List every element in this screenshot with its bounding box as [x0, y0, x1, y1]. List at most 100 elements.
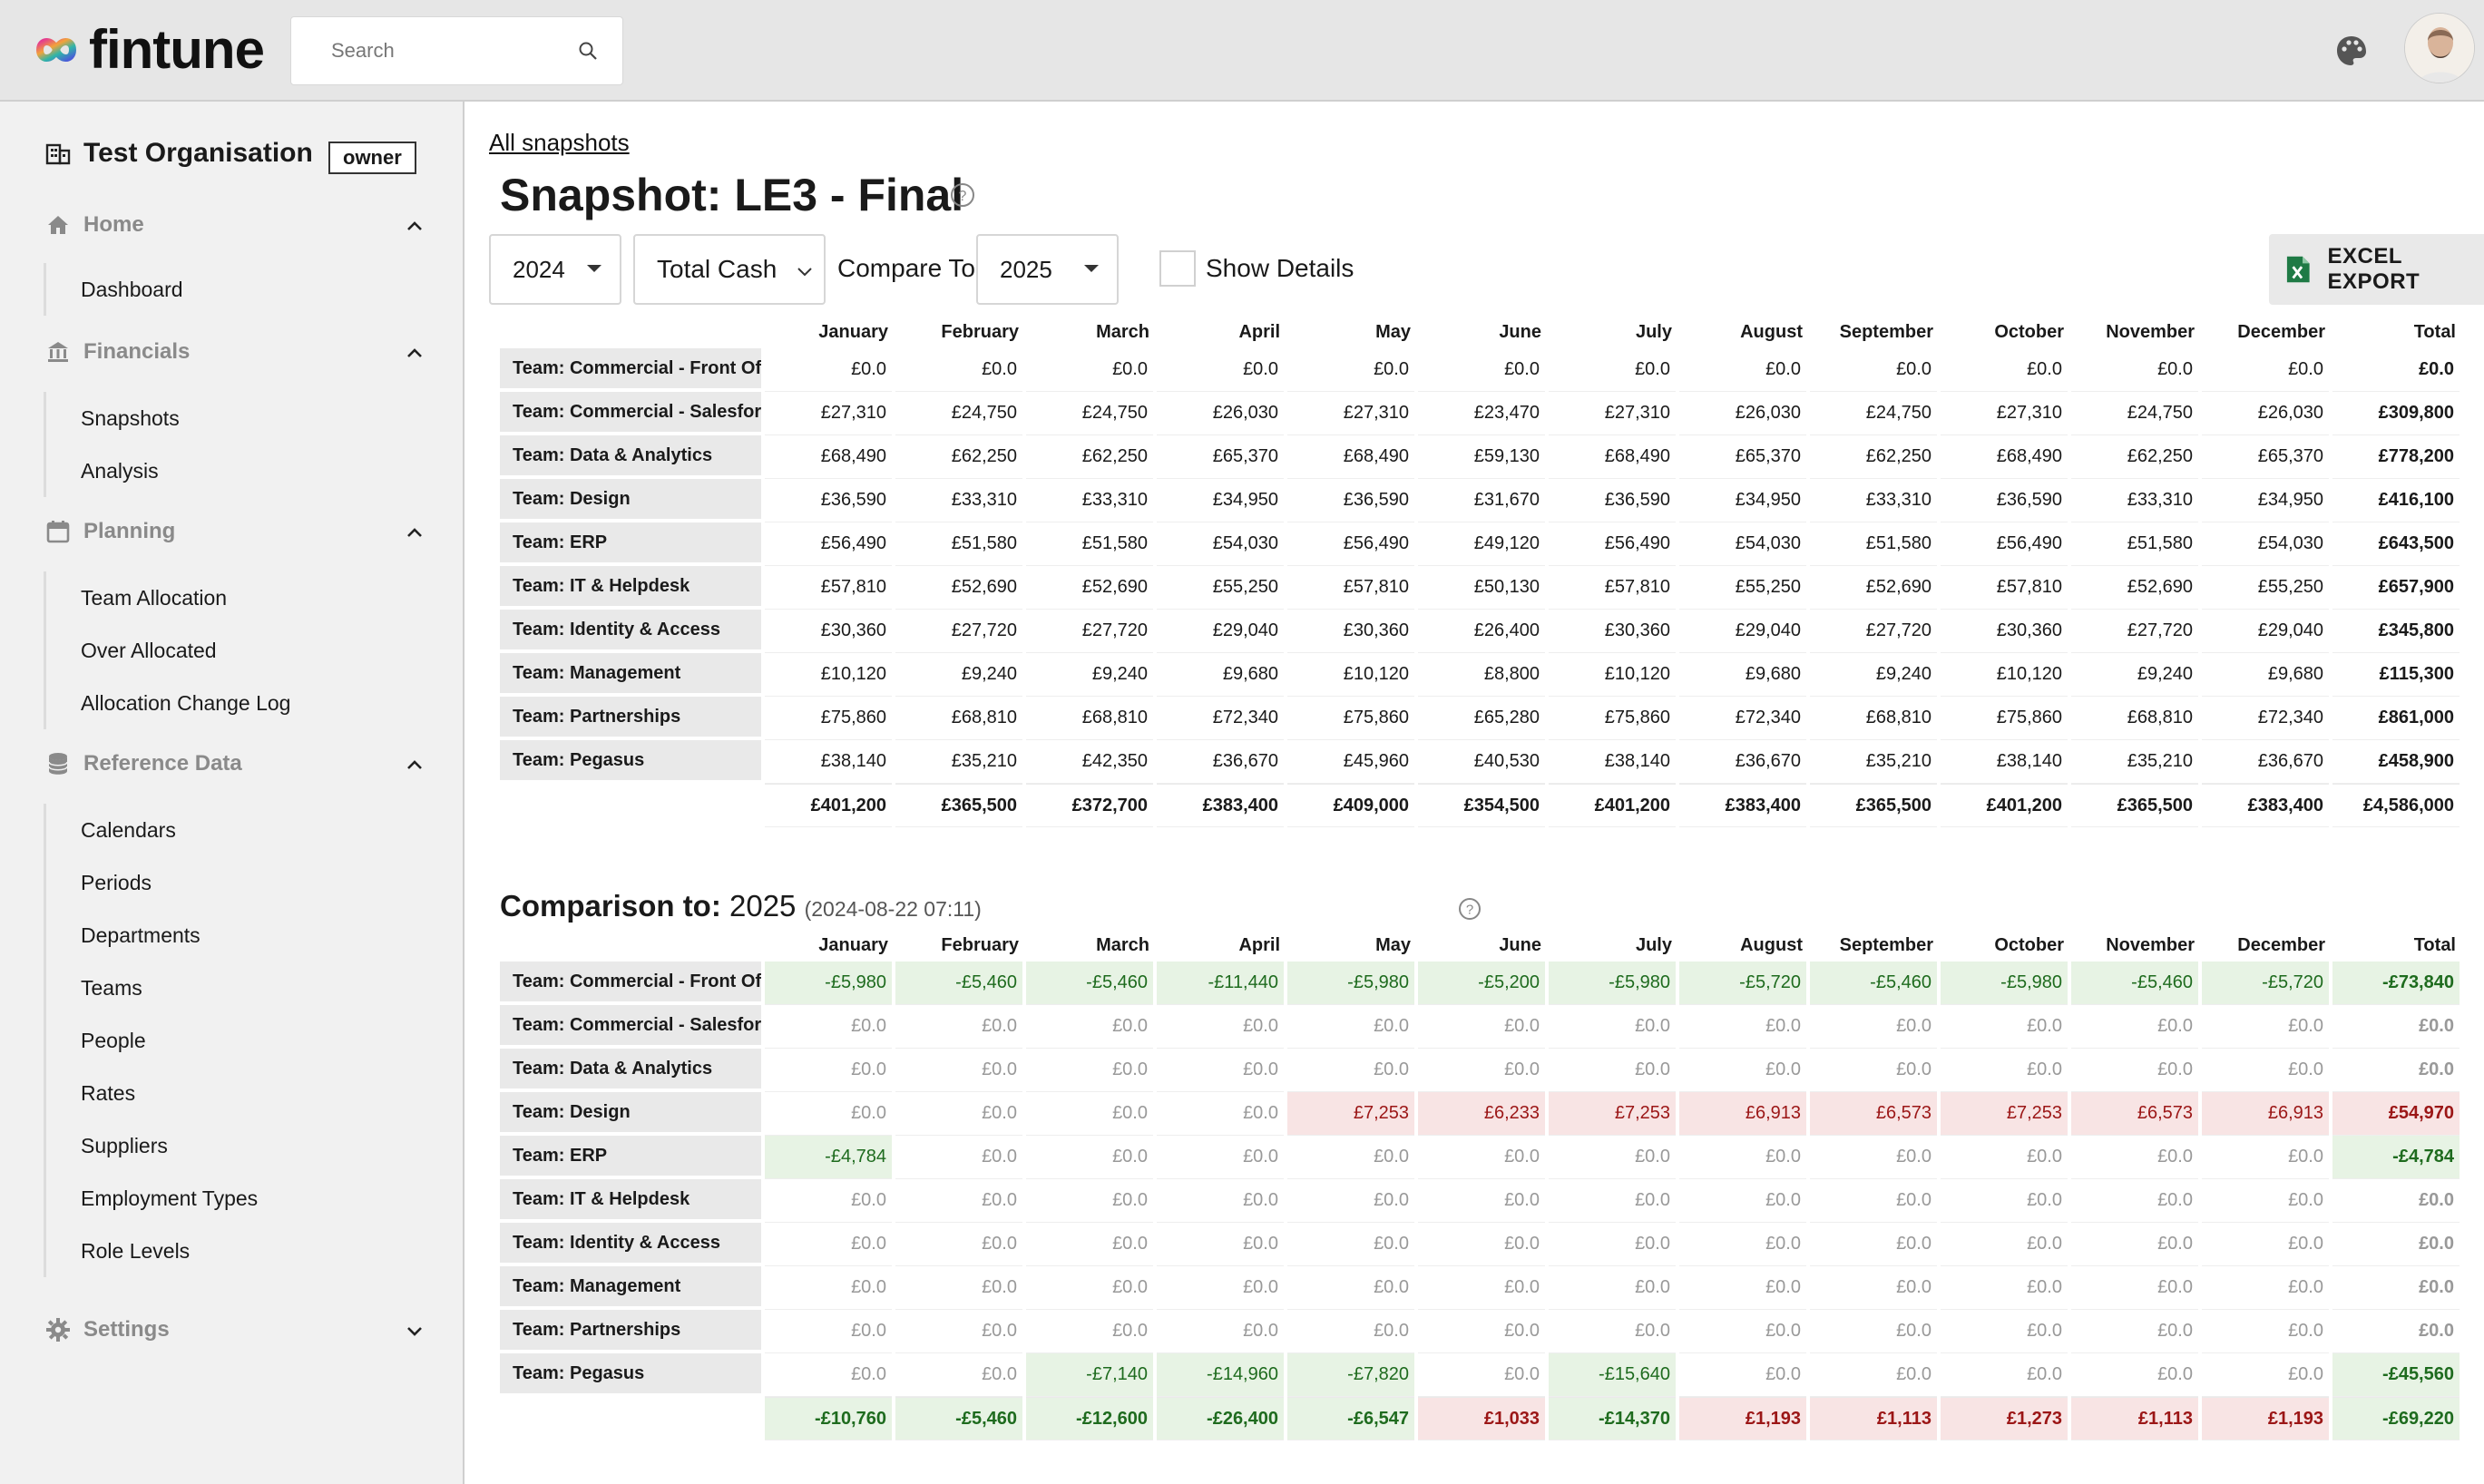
search-input[interactable] [291, 17, 563, 84]
sidebar-item-snapshots[interactable]: Snapshots [81, 406, 180, 430]
sidebar-item-departments[interactable]: Departments [81, 923, 200, 947]
value-cell: £34,950 [2202, 479, 2329, 522]
team-name-cell[interactable]: Team: Data & Analytics [500, 435, 761, 479]
chevron-up-icon[interactable] [403, 341, 426, 365]
team-name-cell[interactable]: Team: ERP [500, 522, 761, 566]
value-cell: £0.0 [1810, 1136, 1937, 1179]
chevron-down-icon[interactable] [403, 1319, 426, 1342]
team-name-cell[interactable]: Team: IT & Helpdesk [500, 566, 761, 610]
team-name-cell[interactable]: Team: Design [500, 479, 761, 522]
team-name-cell[interactable]: Team: Identity & Access [500, 1223, 761, 1266]
value-cell: -£5,980 [1941, 962, 2068, 1005]
show-details-checkbox[interactable] [1159, 250, 1196, 287]
search-icon[interactable] [577, 40, 599, 62]
value-cell: £7,253 [1941, 1092, 2068, 1136]
team-name-cell[interactable]: Team: Partnerships [500, 1310, 761, 1353]
value-cell: £10,120 [1941, 653, 2068, 697]
team-name-cell[interactable]: Team: Design [500, 1092, 761, 1136]
value-cell: £0.0 [2202, 1136, 2329, 1179]
value-cell: £57,810 [1549, 566, 1676, 610]
value-cell: £27,310 [1287, 392, 1414, 435]
show-details-label[interactable]: Show Details [1206, 254, 1354, 282]
chevron-up-icon[interactable] [403, 214, 426, 238]
team-name-cell[interactable]: Team: Partnerships [500, 697, 761, 740]
value-cell: -£11,440 [1157, 962, 1284, 1005]
chevron-up-icon[interactable] [403, 521, 426, 544]
year-select[interactable]: 2024 [489, 234, 621, 305]
palette-icon[interactable] [2333, 33, 2370, 69]
team-name-cell[interactable]: Team: Commercial - Salesforce [500, 1005, 761, 1049]
value-cell: £0.0 [1418, 1266, 1545, 1310]
sidebar-item-analysis[interactable]: Analysis [81, 459, 159, 483]
excel-export-button[interactable]: EXCEL EXPORT [2269, 234, 2484, 305]
sidebar-item-rates[interactable]: Rates [81, 1081, 136, 1105]
help-icon[interactable]: ? [1457, 896, 1482, 922]
nav-section-planning[interactable]: Planning [45, 513, 426, 550]
compare-year-select[interactable]: 2025 [976, 234, 1119, 305]
sidebar-item-allocation-change-log[interactable]: Allocation Change Log [81, 691, 291, 715]
sidebar-item-suppliers[interactable]: Suppliers [81, 1134, 168, 1157]
sidebar-item-teams[interactable]: Teams [81, 976, 142, 1000]
value-cell: £6,573 [2071, 1092, 2198, 1136]
team-name-cell[interactable]: Team: Commercial - Front Office [500, 962, 761, 1005]
column-header: January [818, 934, 888, 955]
sidebar-item-calendars[interactable]: Calendars [81, 818, 176, 842]
metric-select[interactable]: Total Cash [633, 234, 826, 305]
team-name-cell[interactable]: Team: Commercial - Salesforce [500, 392, 761, 435]
value-cell: £0.0 [1941, 1266, 2068, 1310]
nav-section-reference-data[interactable]: Reference Data [45, 746, 426, 782]
grand-total-cell: £4,586,000 [2332, 784, 2460, 827]
value-cell: £0.0 [2202, 1266, 2329, 1310]
breadcrumb-all-snapshots[interactable]: All snapshots [489, 129, 630, 156]
value-cell: £0.0 [1941, 348, 2068, 392]
value-cell: £0.0 [1549, 1049, 1676, 1092]
team-name-cell[interactable]: Team: Management [500, 1266, 761, 1310]
table-row: Team: ERP £56,490 £51,580 £51,580 £54,030 £56… [500, 522, 2460, 566]
column-header: July [1635, 321, 1672, 342]
value-cell: £0.0 [1157, 1223, 1284, 1266]
team-name-cell[interactable]: Team: IT & Helpdesk [500, 1179, 761, 1223]
value-cell: £57,810 [765, 566, 892, 610]
column-header: March [1096, 934, 1149, 955]
nav-section-label: Settings [83, 1317, 170, 1342]
team-name-cell[interactable]: Team: Data & Analytics [500, 1049, 761, 1092]
value-cell: £0.0 [1679, 1005, 1806, 1049]
value-cell: £9,240 [895, 653, 1022, 697]
value-cell: £0.0 [1157, 1179, 1284, 1223]
sidebar-item-role-levels[interactable]: Role Levels [81, 1239, 191, 1263]
column-total-cell: £365,500 [895, 784, 1022, 827]
sidebar-item-dashboard[interactable]: Dashboard [81, 278, 183, 301]
sidebar-item-people[interactable]: People [81, 1029, 146, 1052]
value-cell: £0.0 [1026, 1092, 1153, 1136]
value-cell: -£5,720 [1679, 962, 1806, 1005]
value-cell: £0.0 [765, 348, 892, 392]
team-name-cell[interactable]: Team: ERP [500, 1136, 761, 1179]
sidebar-item-team-allocation[interactable]: Team Allocation [81, 586, 228, 610]
org-name[interactable]: Test Organisation [83, 138, 313, 168]
value-cell: -£15,640 [1549, 1353, 1676, 1397]
help-icon[interactable]: ? [949, 181, 976, 209]
fintune-logo[interactable]: fintune [27, 18, 265, 82]
value-cell: £0.0 [1287, 1310, 1414, 1353]
team-name-cell[interactable]: Team: Commercial - Front Office [500, 348, 761, 392]
user-avatar[interactable] [2404, 13, 2475, 83]
team-name-cell[interactable]: Team: Identity & Access [500, 610, 761, 653]
value-cell: £52,690 [2071, 566, 2198, 610]
sidebar-item-employment-types[interactable]: Employment Types [81, 1186, 259, 1210]
caret-down-icon [1084, 265, 1099, 272]
sidebar-item-over-allocated[interactable]: Over Allocated [81, 639, 217, 662]
nav-section-settings[interactable]: Settings [45, 1312, 426, 1348]
value-cell: £33,310 [2071, 479, 2198, 522]
team-name-cell[interactable]: Team: Pegasus [500, 740, 761, 784]
value-cell: £0.0 [1549, 1266, 1676, 1310]
row-total-cell: £416,100 [2332, 479, 2460, 522]
row-total-cell: -£45,560 [2332, 1353, 2460, 1397]
team-name-cell[interactable]: Team: Pegasus [500, 1353, 761, 1397]
nav-section-home[interactable]: Home [45, 207, 426, 243]
value-cell: £55,250 [1679, 566, 1806, 610]
sidebar-item-periods[interactable]: Periods [81, 871, 152, 894]
nav-section-financials[interactable]: Financials [45, 334, 426, 370]
value-cell: £0.0 [2071, 1049, 2198, 1092]
chevron-up-icon[interactable] [403, 753, 426, 776]
team-name-cell[interactable]: Team: Management [500, 653, 761, 697]
